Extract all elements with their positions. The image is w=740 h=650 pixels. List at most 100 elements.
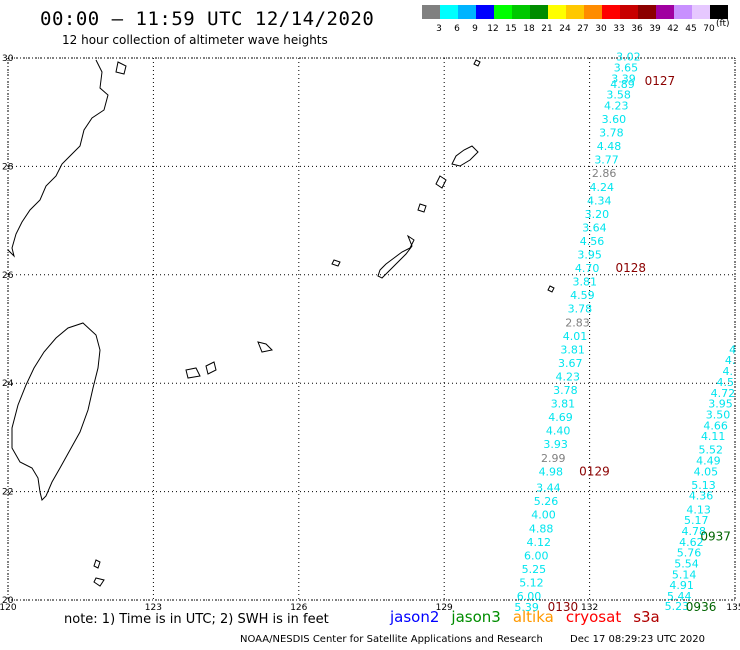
wave-height-value: 3.81 [560, 343, 585, 356]
pass-time-label: 0936 [686, 600, 717, 614]
satellite-name-jason3: jason3 [451, 608, 501, 626]
wave-height-value: 3.20 [585, 208, 610, 221]
wave-height-value: 4.40 [546, 425, 571, 438]
legend-label: 30 [595, 24, 607, 34]
wave-height-value: 5.17 [684, 514, 709, 527]
wave-height-value: 4.91 [669, 579, 694, 592]
legend-label: 42 [667, 24, 679, 34]
wave-height-value: 3.78 [568, 303, 593, 316]
wave-height-value: 3.65 [614, 62, 639, 75]
satellite-name-jason2: jason2 [390, 608, 440, 626]
pass-time-labels: 0127 0128 0129 0130 0937 0936 [548, 74, 731, 614]
pass-time-label: 0128 [616, 261, 647, 275]
wave-height-value: 4.01 [563, 330, 588, 343]
wave-height-value: 4. [725, 354, 736, 367]
map-frame [7, 57, 736, 601]
wave-height-value: 4.88 [529, 522, 554, 535]
legend-swatch [494, 5, 512, 19]
wave-height-value: 5.14 [672, 568, 697, 581]
legend-swatch [530, 5, 548, 19]
legend-label: 15 [505, 24, 517, 34]
wave-height-value: 3.02 [616, 51, 641, 64]
wave-height-value: 4.98 [539, 465, 564, 478]
legend-label: 39 [649, 24, 661, 34]
ishigaki-island [205, 361, 217, 375]
legend-label: 18 [523, 24, 535, 34]
wave-height-value: 4.48 [597, 140, 622, 153]
wave-height-value: 4. [722, 365, 733, 378]
legend-swatch [548, 5, 566, 19]
wave-height-value: 5.25 [522, 563, 547, 576]
batanes-islet [93, 559, 101, 569]
credit-text: NOAA/NESDIS Center for Satellite Applica… [240, 634, 543, 645]
legend-label: 36 [631, 24, 643, 34]
amami-coastline [451, 145, 479, 167]
wave-height-value: 4.72 [711, 387, 736, 400]
wave-height-value: 3.95 [577, 249, 602, 262]
legend-swatch [566, 5, 584, 19]
legend-swatch [512, 5, 530, 19]
wave-height-value: 3.93 [543, 438, 568, 451]
wave-height-value: 5.23 [665, 600, 690, 613]
wave-height-value: 2.99 [541, 452, 566, 465]
pass-time-label: 0937 [700, 529, 731, 543]
wave-height-value: 5.44 [667, 590, 692, 603]
wave-height-value: 3.81 [573, 276, 598, 289]
satellite-name-cryosat: cryosat [565, 608, 622, 626]
kumejima [331, 259, 341, 267]
wave-height-value: 3.95 [708, 398, 733, 411]
okinoerabu [417, 203, 427, 213]
lat-tick-label: 20 [2, 596, 14, 606]
wave-height-value: 5.13 [691, 479, 716, 492]
legend-label: 27 [577, 24, 589, 34]
pass-time-label: 0130 [548, 600, 579, 614]
wave-height-value: 5.26 [534, 495, 559, 508]
lon-tick-label: 129 [436, 603, 453, 613]
legend-label: 33 [613, 24, 625, 34]
legend-label: 45 [685, 24, 697, 34]
legend-label: 24 [559, 24, 571, 34]
wave-height-value: 3.44 [536, 482, 561, 495]
tokara-islet [473, 59, 481, 67]
wave-height-value: 3.58 [606, 89, 631, 102]
lon-tick-label: 132 [581, 603, 598, 613]
legend-swatch [638, 5, 656, 19]
footer-note: note: 1) Time is in UTC; 2) SWH is in fe… [64, 612, 329, 627]
wave-height-value: 3.78 [599, 127, 624, 140]
wave-height-value: 4.00 [531, 509, 556, 522]
legend-swatch [422, 5, 440, 19]
wave-height-value: 4.36 [689, 490, 714, 503]
satellite-name-altika: altika [512, 608, 554, 626]
wave-height-value: 4.66 [703, 419, 728, 432]
legend-swatch [476, 5, 494, 19]
wave-height-value: 4.23 [556, 370, 581, 383]
wave-height-value: 4.13 [686, 503, 711, 516]
wave-height-value: 4.5 [717, 376, 735, 389]
footer-credit: NOAA/NESDIS Center for Satellite Applica… [240, 634, 729, 645]
babuyan-islet [93, 577, 105, 587]
lat-tick-label: 26 [2, 271, 14, 281]
wave-height-value: 3.64 [582, 221, 607, 234]
wave-height-value: 4.34 [587, 194, 612, 207]
wave-height-value: 3.77 [594, 154, 619, 167]
wave-height-value: 2.83 [565, 316, 590, 329]
map-title: 00:00 – 11:59 UTC 12/14/2020 [40, 8, 375, 30]
legend-swatch [458, 5, 476, 19]
generated-timestamp: Dec 17 08:29:23 UTC 2020 [570, 634, 706, 645]
legend-swatch [620, 5, 638, 19]
wave-height-value: 4.56 [580, 235, 605, 248]
satellite-name-s3a: s3a [633, 608, 660, 626]
satellite-legend: jason2 jason3 altika cryosat s3a [390, 608, 672, 626]
daito-islet [547, 285, 555, 293]
lat-tick-label: 24 [2, 379, 14, 389]
wave-height-value: 4.05 [694, 465, 719, 478]
wave-height-value: 6.00 [524, 549, 549, 562]
lat-tick-label: 22 [2, 488, 13, 498]
wave-height-value: 4.69 [548, 411, 573, 424]
wave-height-value: 5.76 [677, 547, 702, 560]
wave-height-value: 3.39 [611, 72, 636, 85]
wave-height-value: 4.89 [610, 78, 635, 91]
wave-height-value: 3.78 [553, 384, 578, 397]
legend-swatch [656, 5, 674, 19]
